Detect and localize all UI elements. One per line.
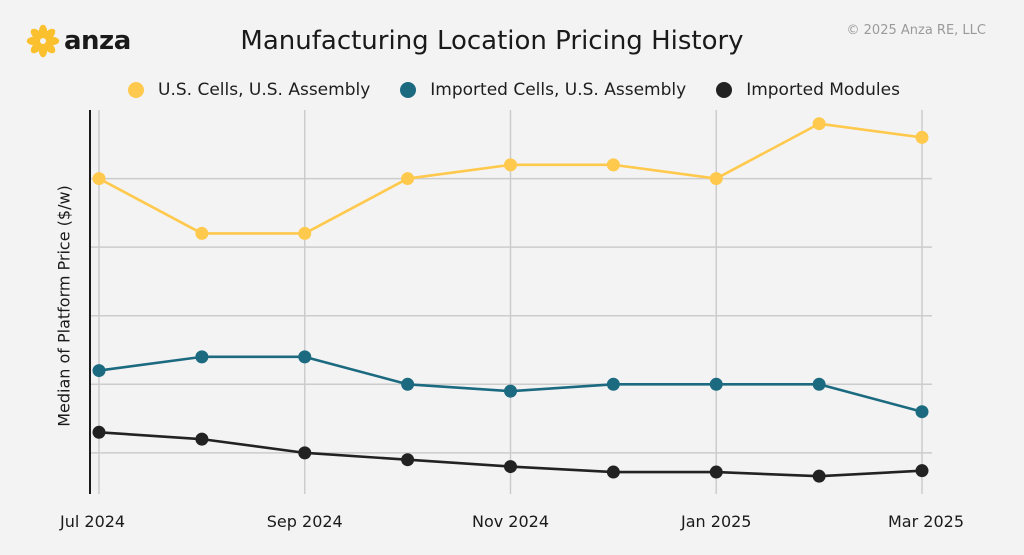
- legend-item-us-cells: U.S. Cells, U.S. Assembly: [128, 80, 370, 100]
- data-point: [504, 158, 517, 172]
- data-point: [915, 130, 929, 144]
- data-point: [504, 384, 517, 398]
- data-point: [195, 432, 209, 446]
- data-point: [812, 377, 826, 391]
- data-point: [606, 158, 620, 172]
- data-point: [812, 117, 826, 131]
- data-point: [709, 465, 723, 479]
- legend-marker: [716, 82, 733, 98]
- data-point: [401, 377, 415, 391]
- chart-title: Manufacturing Location Pricing History: [240, 26, 744, 56]
- series-0: [92, 117, 929, 240]
- data-point: [401, 453, 415, 467]
- anza-logo: anza: [26, 24, 131, 58]
- series-2: [92, 425, 929, 483]
- legend-label: Imported Modules: [746, 80, 900, 100]
- data-point: [298, 446, 312, 460]
- data-point: [298, 350, 312, 364]
- data-point: [401, 172, 415, 186]
- data-point: [92, 172, 106, 186]
- brand-name: anza: [64, 26, 131, 56]
- data-point: [709, 172, 723, 186]
- data-point: [606, 465, 620, 479]
- data-point: [195, 226, 209, 240]
- data-point: [298, 226, 312, 240]
- x-tick-label: Jan 2025: [680, 512, 751, 531]
- flower-logo-icon: [26, 24, 60, 58]
- x-axis-ticks: Jul 2024 Sep 2024 Nov 2024 Jan 2025 Mar 2025: [59, 512, 964, 531]
- legend-item-imported-cells: Imported Cells, U.S. Assembly: [400, 80, 686, 100]
- copyright-notice: © 2025 Anza RE, LLC: [846, 23, 986, 38]
- data-point: [92, 364, 106, 378]
- series-1: [92, 350, 929, 419]
- legend-item-imported-modules: Imported Modules: [716, 80, 900, 100]
- x-tick-label: Nov 2024: [472, 512, 549, 531]
- legend-marker: [400, 82, 417, 98]
- data-point: [92, 425, 106, 439]
- data-point: [812, 469, 826, 483]
- data-point: [504, 460, 517, 474]
- legend-label: Imported Cells, U.S. Assembly: [430, 80, 687, 100]
- series-layer: [92, 117, 929, 483]
- data-point: [709, 377, 723, 391]
- legend-marker: [128, 82, 144, 98]
- chart-legend: U.S. Cells, U.S. Assembly Imported Cells…: [128, 80, 930, 100]
- x-tick-label: Mar 2025: [888, 512, 964, 531]
- x-tick-label: Sep 2024: [267, 512, 343, 531]
- data-point: [915, 464, 929, 478]
- x-tick-label: Jul 2024: [59, 512, 125, 531]
- data-point: [606, 377, 620, 391]
- data-point: [195, 350, 209, 364]
- legend-label: U.S. Cells, U.S. Assembly: [158, 80, 371, 100]
- data-point: [915, 405, 929, 419]
